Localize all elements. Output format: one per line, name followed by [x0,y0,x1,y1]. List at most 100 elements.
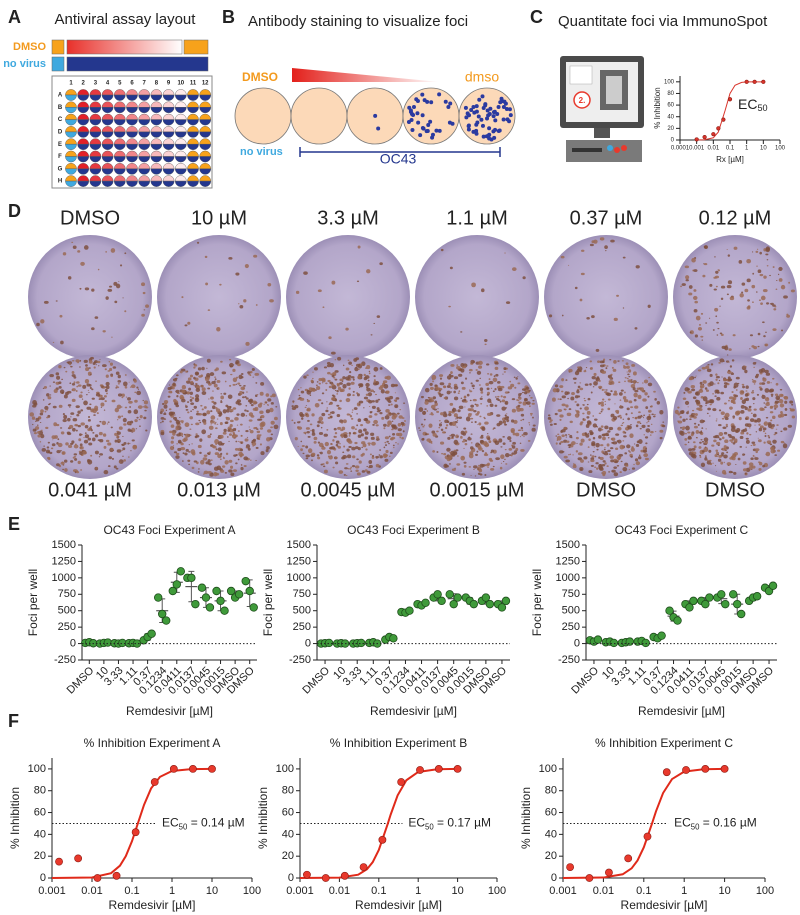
focus [379,449,381,451]
focus [700,420,705,424]
focus [193,366,195,368]
focus [252,368,255,371]
focus [196,411,198,413]
focus [592,455,595,458]
focus [171,436,174,439]
focus [208,309,210,311]
focus [322,306,324,308]
focus [385,436,389,439]
focus [706,428,707,429]
focus [719,380,720,381]
focus [134,392,136,393]
focus [456,416,458,418]
focus [371,437,375,440]
point [75,855,82,862]
focus [124,252,126,254]
focus [440,382,445,385]
focus [208,463,212,466]
focus [79,446,83,449]
focus [169,431,173,434]
focus [454,386,459,390]
focus [724,439,728,443]
focus [173,445,174,446]
focus [342,452,344,454]
well-label: 1.1 µM [446,207,508,229]
focus [303,453,305,454]
focus [190,392,193,395]
focus [570,396,574,400]
focus [622,360,624,361]
focus [472,385,475,388]
focus [129,406,131,408]
focus [327,450,331,454]
focus-dot [488,112,492,116]
focus [76,405,80,408]
focus-dot [467,113,471,117]
well-label: DMSO [576,479,636,501]
focus [329,382,331,383]
focus [473,399,477,402]
gradient-wedge [292,68,440,82]
point [721,765,728,772]
focus [107,289,112,292]
focus [759,382,762,385]
focus [136,417,138,419]
focus [598,402,601,405]
x-axis-label: Remdesivir [µM] [355,898,442,912]
focus [53,422,57,426]
focus [433,433,437,437]
focus [319,432,323,435]
focus [429,414,431,415]
y-tick-label: 20 [667,126,674,132]
focus [719,438,722,440]
focus [449,452,451,453]
focus [236,384,237,385]
focus [318,399,322,401]
focus [702,275,705,278]
focus [368,400,372,403]
focus [383,427,385,429]
focus [357,393,360,396]
x-axis-label: Remdesivir [µM] [370,704,457,718]
focus [241,442,243,444]
focus [688,441,690,443]
focus [358,447,361,450]
x-tick-label: 0.0001 [671,146,690,152]
focus [734,247,738,250]
focus [95,434,98,437]
focus [687,406,688,407]
focus-dot [475,104,479,108]
point [416,766,423,773]
focus [708,450,711,453]
focus [529,395,530,396]
focus [388,404,391,406]
focus [757,394,759,396]
focus [322,463,325,465]
focus [346,475,348,476]
focus [467,394,470,397]
focus [751,345,754,348]
focus [445,427,447,429]
focus [85,364,88,367]
focus [185,434,189,438]
point [390,635,398,643]
focus [557,434,559,435]
focus-dot [475,121,479,125]
focus [105,296,108,300]
focus [211,459,213,461]
focus [615,433,619,436]
focus [758,439,762,442]
focus [181,399,185,402]
focus [198,468,200,469]
focus [701,427,703,429]
focus [724,447,727,450]
point [644,833,651,840]
x-tick-label: 0.1 [636,885,651,897]
focus [421,423,423,425]
focus-dot [467,127,471,131]
focus [51,447,53,449]
focus [379,262,383,265]
point [406,607,414,615]
focus [768,435,770,436]
focus [705,446,706,447]
